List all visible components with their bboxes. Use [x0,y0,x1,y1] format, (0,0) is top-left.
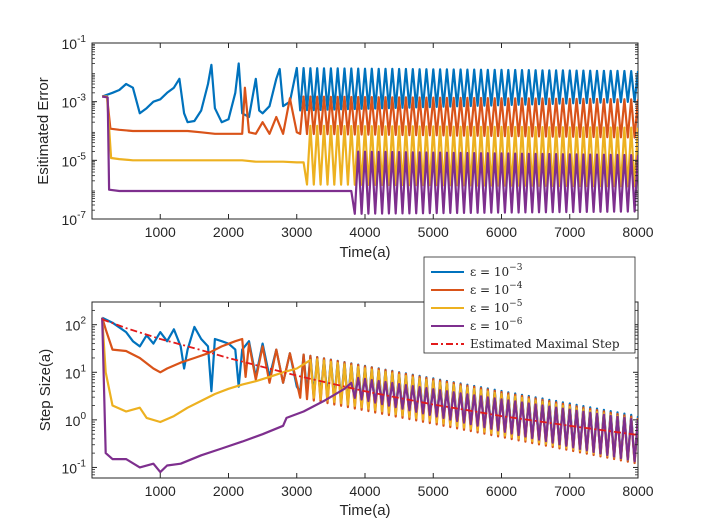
legend-label-maxstep: Estimated Maximal Step [470,337,620,351]
error-y-axis-title: Esitimated Error [35,77,52,185]
x-tick-label: 8000 [622,483,653,499]
x-tick-label: 2000 [213,483,244,499]
x-tick-label: 6000 [486,224,517,240]
step-size-maxstep-line [101,318,638,436]
x-tick-label: 3000 [281,224,312,240]
legend-label-eps4: ε = 10−4 [470,281,523,297]
error-series-group [101,62,638,215]
x-tick-label: 2000 [213,224,244,240]
legend: ε = 10−3 ε = 10−4 ε = 10−5 ε = 10−6 Estimate… [423,256,636,354]
y-tick-label: 102 [65,316,87,334]
legend-entries: ε = 10−3 ε = 10−4 ε = 10−5 ε = 10−6 Estimate… [431,263,620,351]
error-x-axis-title: Time(a) [339,244,390,261]
legend-label-eps5: ε = 10−5 [470,299,523,315]
step-size-y-axis-title: Step Size(a) [37,349,54,432]
step-size-series-group [101,316,638,474]
error-eps6-line [102,95,638,215]
error-chart: 1000 2000 3000 4000 5000 6000 7000 8000 10-1 10-3… [35,34,654,261]
x-tick-label: 7000 [554,224,585,240]
x-tick-label: 5000 [418,224,449,240]
x-tick-label: 8000 [622,224,653,240]
x-tick-label: 4000 [349,224,380,240]
x-tick-label: 1000 [145,483,176,499]
error-axes: 1000 2000 3000 4000 5000 6000 7000 8000 10-1 10-3… [62,34,654,240]
legend-label-eps6: ε = 10−6 [470,317,523,333]
y-tick-label: 10-1 [62,34,87,52]
error-eps5-line [102,95,638,188]
x-tick-label: 7000 [554,483,585,499]
legend-label-eps3: ε = 10−3 [470,263,523,279]
x-tick-label: 1000 [145,224,176,240]
y-tick-label: 10-1 [62,458,87,476]
x-tick-label: 4000 [349,483,380,499]
step-size-chart: 1000 2000 3000 4000 5000 6000 7000 8000 102 101 10… [37,256,654,519]
y-tick-label: 10-3 [62,93,87,111]
y-tick-label: 10-7 [62,210,87,228]
y-tick-label: 100 [65,411,87,429]
x-tick-label: 3000 [281,483,312,499]
y-tick-label: 101 [65,363,87,381]
step-size-eps6-line [101,317,638,474]
error-eps4-line [102,86,638,139]
x-tick-label: 5000 [418,483,449,499]
step-size-x-axis-title: Time(a) [339,502,390,519]
error-eps3-line [101,62,638,124]
y-tick-label: 10-5 [62,151,87,169]
x-tick-label: 6000 [486,483,517,499]
